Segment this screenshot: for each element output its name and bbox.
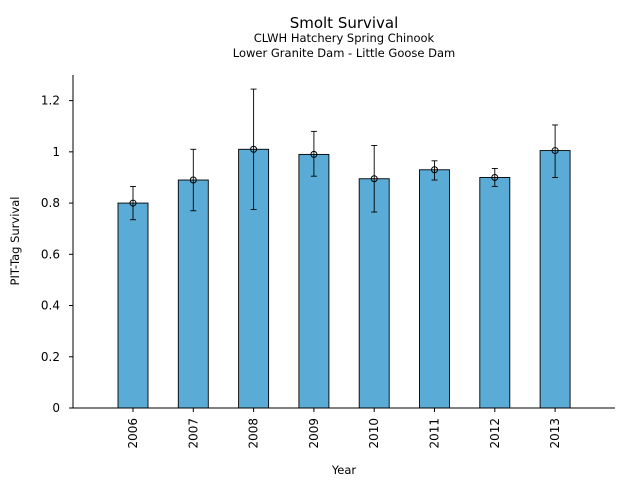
x-axis-label: Year <box>331 463 357 477</box>
data-point-2011 <box>431 166 438 174</box>
bar-2007 <box>177 179 209 409</box>
y-tick-label-5: 1 <box>52 145 60 159</box>
x-tick-label-2007: 2007 <box>186 418 200 449</box>
bar-2011 <box>419 169 450 409</box>
x-tick-label-2012: 2012 <box>488 418 502 449</box>
y-tick-label-3: 0.6 <box>41 247 60 261</box>
data-point-2010 <box>370 175 378 183</box>
axes-layer <box>72 75 615 409</box>
bar-2013 <box>539 150 571 409</box>
x-tick-label-2010: 2010 <box>367 418 381 449</box>
data-point-2013 <box>551 147 559 155</box>
data-point-2007 <box>189 176 197 184</box>
chart-subtitle-line-1: CLWH Hatchery Spring Chinook <box>254 31 435 45</box>
y-axis-label: PIT-Tag Survival <box>8 197 22 286</box>
y-ticks-layer: 0 0.2 0.4 0.6 0.8 1 1.2 <box>41 94 73 415</box>
y-tick-label-2: 0.4 <box>41 299 60 313</box>
y-tick-label-4: 0.8 <box>41 196 60 210</box>
bar-2012 <box>479 177 511 409</box>
x-tick-label-2006: 2006 <box>126 418 140 449</box>
chart-title: Smolt Survival <box>290 14 399 32</box>
bars-layer <box>117 148 571 409</box>
x-ticks-layer: 2006 2007 2008 2009 2010 2011 2012 2013 <box>126 408 562 449</box>
data-point-2012 <box>491 173 499 181</box>
x-tick-label-2011: 2011 <box>428 418 442 449</box>
x-tick-label-2008: 2008 <box>247 418 261 449</box>
y-tick-label-1: 0.2 <box>41 350 60 364</box>
x-tick-label-2013: 2013 <box>548 418 562 449</box>
x-tick-label-2009: 2009 <box>307 418 321 449</box>
error-bars-layer <box>129 88 559 221</box>
y-tick-label-0: 0 <box>52 401 60 415</box>
y-tick-label-6: 1.2 <box>41 94 60 108</box>
bar-2006 <box>117 202 149 409</box>
data-point-2009 <box>310 150 318 158</box>
bar-2009 <box>298 153 330 409</box>
data-point-2006 <box>129 199 137 207</box>
data-point-2008 <box>250 145 258 153</box>
bar-2010 <box>358 178 390 409</box>
chart-subtitle-line-2: Lower Granite Dam - Little Goose Dam <box>233 46 455 60</box>
